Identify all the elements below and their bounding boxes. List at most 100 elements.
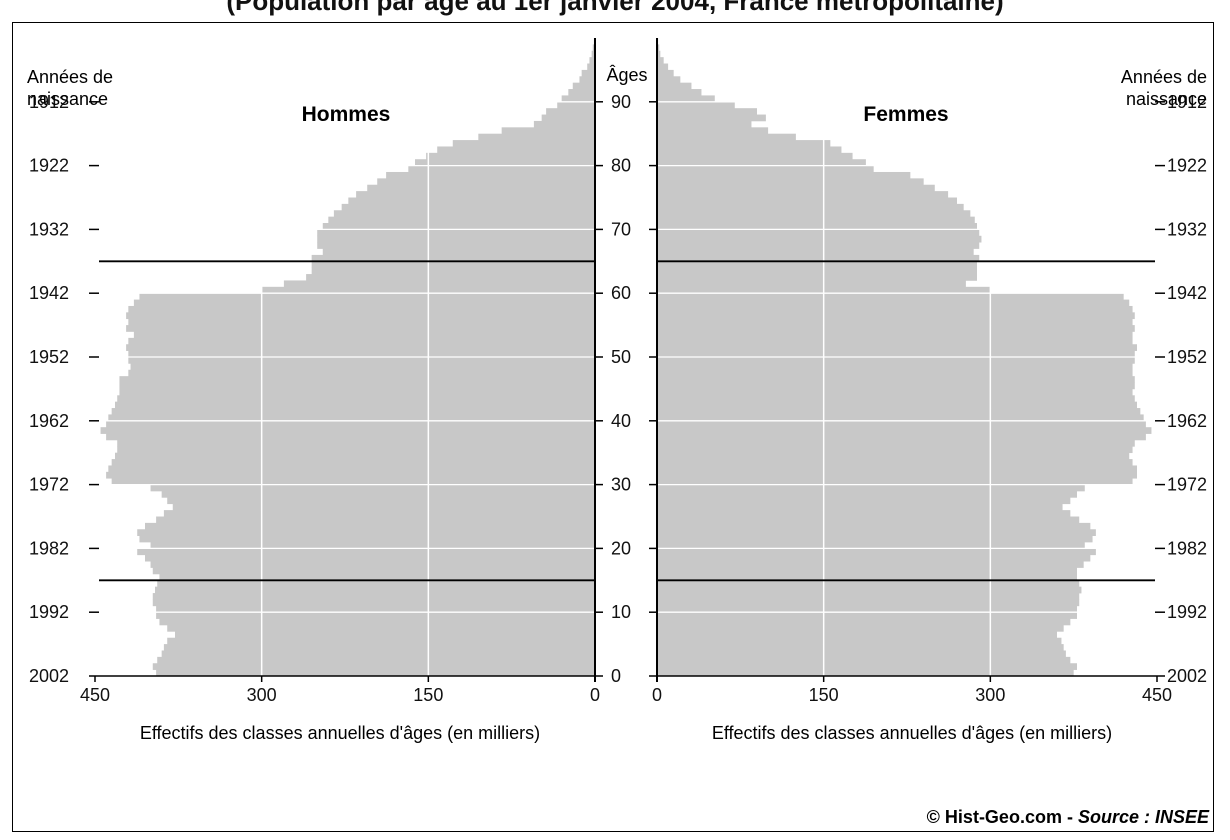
bar-hommes xyxy=(139,293,595,300)
bar-femmes xyxy=(657,618,1071,626)
age-tick-label: 90 xyxy=(611,92,631,112)
bar-femmes xyxy=(657,76,681,84)
bar-hommes xyxy=(478,133,595,141)
bar-hommes xyxy=(546,108,595,115)
age-tick-label: 30 xyxy=(611,475,631,495)
x-tick-label-right: 150 xyxy=(809,685,839,705)
bar-hommes xyxy=(167,624,595,632)
bar-femmes xyxy=(657,305,1133,313)
bar-hommes xyxy=(152,599,595,607)
bar-femmes xyxy=(657,318,1133,326)
bar-hommes xyxy=(348,197,595,205)
bar-hommes xyxy=(163,510,595,517)
bar-hommes xyxy=(145,522,595,530)
bar-femmes xyxy=(657,267,977,275)
bar-hommes xyxy=(311,261,595,269)
bar-femmes xyxy=(657,337,1133,345)
bar-hommes xyxy=(128,337,595,345)
bar-hommes xyxy=(283,280,595,288)
bar-femmes xyxy=(657,605,1077,613)
bar-femmes xyxy=(657,401,1137,409)
bar-hommes xyxy=(117,446,595,454)
bar-hommes xyxy=(572,82,595,90)
bar-femmes xyxy=(657,644,1064,651)
bar-femmes xyxy=(657,299,1130,307)
bar-femmes xyxy=(657,191,949,198)
bar-femmes xyxy=(657,522,1091,530)
bar-femmes xyxy=(657,293,1124,300)
bar-hommes xyxy=(161,650,595,658)
birth-year-label-left: 1952 xyxy=(29,347,69,367)
bar-femmes xyxy=(657,408,1141,415)
bar-hommes xyxy=(128,369,595,377)
bar-hommes xyxy=(119,382,595,390)
birth-year-label-right: 1972 xyxy=(1167,475,1207,495)
bar-hommes xyxy=(452,140,595,147)
bar-hommes xyxy=(117,395,595,403)
bar-femmes xyxy=(657,146,842,154)
birth-year-label-left: 1922 xyxy=(29,156,69,176)
bar-hommes xyxy=(568,89,595,96)
bar-femmes xyxy=(657,465,1137,473)
bar-femmes xyxy=(657,529,1096,536)
bar-hommes xyxy=(126,325,595,332)
x-tick-label-left: 0 xyxy=(590,685,600,705)
birth-year-label-right: 1912 xyxy=(1167,92,1207,112)
bar-hommes xyxy=(106,420,595,428)
bar-femmes xyxy=(657,229,980,237)
page-title: (Population par âge au 1er janvier 2004,… xyxy=(226,0,1004,16)
bar-hommes xyxy=(108,414,595,422)
bar-hommes xyxy=(111,478,596,485)
x-tick-label-right: 300 xyxy=(975,685,1005,705)
bar-hommes xyxy=(541,114,595,122)
bar-femmes xyxy=(657,656,1071,664)
bar-hommes xyxy=(117,439,595,447)
bar-femmes xyxy=(657,210,971,217)
bar-hommes xyxy=(150,484,596,492)
bar-femmes xyxy=(657,89,702,96)
bar-hommes xyxy=(377,178,595,186)
bar-hommes xyxy=(139,535,595,543)
birth-year-label-left: 2002 xyxy=(29,666,69,686)
bar-femmes xyxy=(657,254,980,262)
bar-hommes xyxy=(119,376,595,383)
bar-hommes xyxy=(437,146,595,154)
birth-year-label-left: 1912 xyxy=(29,92,69,112)
bar-hommes xyxy=(115,401,595,409)
bar-hommes xyxy=(356,191,595,198)
bar-hommes xyxy=(426,152,595,160)
bar-hommes xyxy=(156,605,595,613)
bar-femmes xyxy=(657,159,866,166)
bar-femmes xyxy=(657,350,1135,358)
birth-year-label-right: 1942 xyxy=(1167,283,1207,303)
bar-femmes xyxy=(657,427,1152,434)
bar-femmes xyxy=(657,446,1133,454)
x-tick-label-right: 450 xyxy=(1142,685,1172,705)
bar-hommes xyxy=(306,274,595,281)
labels-layer: 0 10 20 30 40 50 60 70 80 90 1912 1912 1922 1922 1932 1… xyxy=(29,92,1207,705)
birth-year-label-left: 1932 xyxy=(29,219,69,239)
bar-hommes xyxy=(592,44,595,52)
bar-femmes xyxy=(657,235,982,243)
bar-femmes xyxy=(657,439,1135,447)
bar-femmes xyxy=(657,599,1080,607)
bar-femmes xyxy=(657,140,831,147)
bar-hommes xyxy=(167,497,595,505)
x-tick-label-left: 150 xyxy=(413,685,443,705)
bar-femmes xyxy=(657,503,1063,511)
bar-femmes xyxy=(657,510,1071,517)
age-tick-label: 10 xyxy=(611,602,631,622)
bar-femmes xyxy=(657,203,964,211)
x-tick-label-left: 450 xyxy=(80,685,110,705)
bar-femmes xyxy=(657,624,1064,632)
bar-hommes xyxy=(152,593,595,600)
bar-hommes xyxy=(155,586,595,594)
bar-femmes xyxy=(657,248,974,256)
bar-hommes xyxy=(137,548,595,556)
bar-hommes xyxy=(311,267,595,275)
credit-source: Source : INSEE xyxy=(1078,807,1210,827)
bar-hommes xyxy=(115,452,595,460)
bar-hommes xyxy=(156,516,595,524)
center-axis-label: Âges xyxy=(606,65,647,85)
bar-hommes xyxy=(311,254,595,262)
